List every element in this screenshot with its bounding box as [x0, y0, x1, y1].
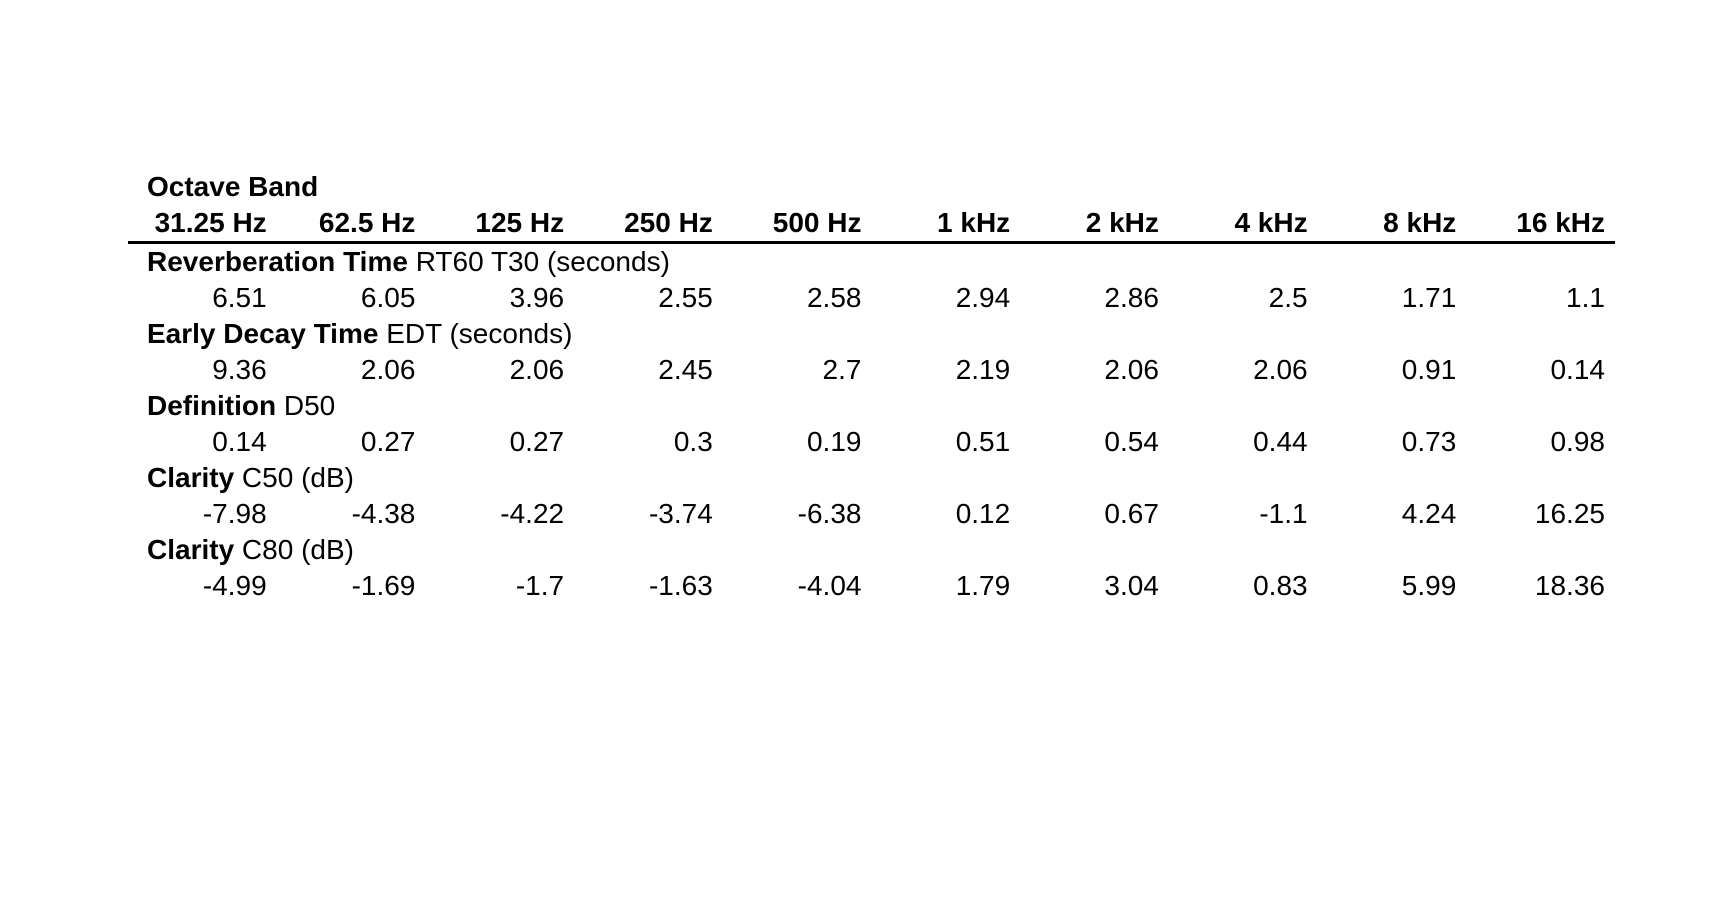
value-cell: 0.19 — [806, 426, 862, 457]
value-cell: 4.24 — [1401, 498, 1457, 529]
metric-descriptor: C50 (dB) — [234, 462, 354, 493]
value-cell: 0.54 — [1104, 426, 1159, 457]
value-cell: 0.12 — [955, 498, 1011, 529]
value-cell: 3.04 — [1104, 570, 1159, 601]
metric-values-row: 6.51 6.05 3.96 2.55 2.58 2.94 2.86 2.5 1.71 1.1 — [128, 280, 1615, 316]
value-cell: 3.96 — [509, 282, 565, 313]
column-header: 500 Hz — [772, 207, 862, 238]
metric-values-row: 9.36 2.06 2.06 2.45 2.7 2.19 2.06 2.06 0.91 0.14 — [128, 352, 1615, 388]
metric-label-row: Reverberation Time RT60 T30 (seconds) — [128, 244, 1615, 280]
value-cell: -4.38 — [351, 498, 416, 529]
value-cell: 1.71 — [1401, 282, 1457, 313]
metric-label-row: Definition D50 — [128, 388, 1615, 424]
value-cell: -4.99 — [202, 570, 267, 601]
value-cell: 6.05 — [360, 282, 416, 313]
value-cell: -1.69 — [351, 570, 416, 601]
value-cell: 0.83 — [1253, 570, 1308, 601]
value-cell: 2.94 — [955, 282, 1011, 313]
value-cell: -7.98 — [202, 498, 267, 529]
value-cell: -3.74 — [648, 498, 713, 529]
metric-values-row: -7.98 -4.38 -4.22 -3.74 -6.38 0.12 0.67 -1.1 4.2… — [128, 496, 1615, 532]
value-cell: 2.45 — [658, 354, 713, 385]
value-cell: 2.55 — [658, 282, 713, 313]
value-cell: 0.14 — [1550, 354, 1605, 385]
value-cell: 0.51 — [955, 426, 1011, 457]
metric-values-row: 0.14 0.27 0.27 0.3 0.19 0.51 0.54 0.44 0.73 0.98 — [128, 424, 1615, 460]
value-cell: 1.79 — [955, 570, 1011, 601]
octave-band-table: Octave Band 31.25 Hz 62.5 Hz 125 Hz 250 Hz 5… — [128, 169, 1615, 604]
value-cell: -4.22 — [500, 498, 565, 529]
column-header: 250 Hz — [624, 207, 713, 238]
metric-label-row: Clarity C80 (dB) — [128, 532, 1615, 568]
value-cell: 5.99 — [1401, 570, 1457, 601]
value-cell: 16.25 — [1534, 498, 1605, 529]
metric-descriptor: D50 — [276, 390, 336, 421]
metric-descriptor: EDT (seconds) — [378, 318, 573, 349]
value-cell: 6.51 — [212, 282, 267, 313]
value-cell: 0.27 — [509, 426, 565, 457]
value-cell: 2.06 — [1104, 354, 1159, 385]
value-cell: 2.5 — [1268, 282, 1308, 313]
value-cell: 2.06 — [509, 354, 565, 385]
value-cell: 0.98 — [1550, 426, 1605, 457]
value-cell: 0.27 — [360, 426, 416, 457]
column-header: 8 kHz — [1383, 207, 1457, 238]
value-cell: 0.14 — [212, 426, 267, 457]
column-header: 2 kHz — [1085, 207, 1159, 238]
metric-name: Early Decay Time — [147, 318, 379, 349]
metric-descriptor: C80 (dB) — [234, 534, 354, 565]
value-cell: -1.63 — [648, 570, 713, 601]
metric-label-row: Early Decay Time EDT (seconds) — [128, 316, 1615, 352]
value-cell: 2.58 — [806, 282, 862, 313]
metric-name: Clarity — [147, 462, 235, 493]
metric-name: Definition — [147, 390, 277, 421]
column-header: 62.5 Hz — [318, 207, 416, 238]
value-cell: 0.67 — [1104, 498, 1159, 529]
value-cell: 2.06 — [360, 354, 416, 385]
value-cell: -1.1 — [1259, 498, 1308, 529]
value-cell: 0.91 — [1401, 354, 1457, 385]
value-cell: 2.86 — [1104, 282, 1159, 313]
column-header: 125 Hz — [475, 207, 565, 238]
value-cell: 2.06 — [1253, 354, 1308, 385]
column-header: 16 kHz — [1516, 207, 1605, 238]
column-header: 1 kHz — [937, 207, 1011, 238]
value-cell: 2.19 — [955, 354, 1011, 385]
value-cell: 18.36 — [1534, 570, 1605, 601]
value-cell: 9.36 — [212, 354, 267, 385]
value-cell: -4.04 — [797, 570, 862, 601]
metric-descriptor: RT60 T30 (seconds) — [407, 246, 670, 277]
table-title: Octave Band — [147, 171, 319, 202]
column-header: 31.25 Hz — [154, 207, 267, 238]
value-cell: -6.38 — [797, 498, 862, 529]
value-cell: 2.7 — [822, 354, 862, 385]
value-cell: -1.7 — [515, 570, 565, 601]
value-cell: 0.3 — [673, 426, 713, 457]
column-header: 4 kHz — [1234, 207, 1308, 238]
metric-name: Clarity — [147, 534, 235, 565]
table-body: Reverberation Time RT60 T30 (seconds) 6.5… — [128, 244, 1615, 604]
metric-values-row: -4.99 -1.69 -1.7 -1.63 -4.04 1.79 3.04 0.83 5.99… — [128, 568, 1615, 604]
column-header-row: 31.25 Hz 62.5 Hz 125 Hz 250 Hz 500 Hz 1 kHz 2 … — [128, 205, 1615, 244]
value-cell: 0.73 — [1401, 426, 1457, 457]
value-cell: 0.44 — [1253, 426, 1308, 457]
value-cell: 1.1 — [1566, 282, 1605, 313]
metric-name: Reverberation Time — [147, 246, 408, 277]
metric-label-row: Clarity C50 (dB) — [128, 460, 1615, 496]
